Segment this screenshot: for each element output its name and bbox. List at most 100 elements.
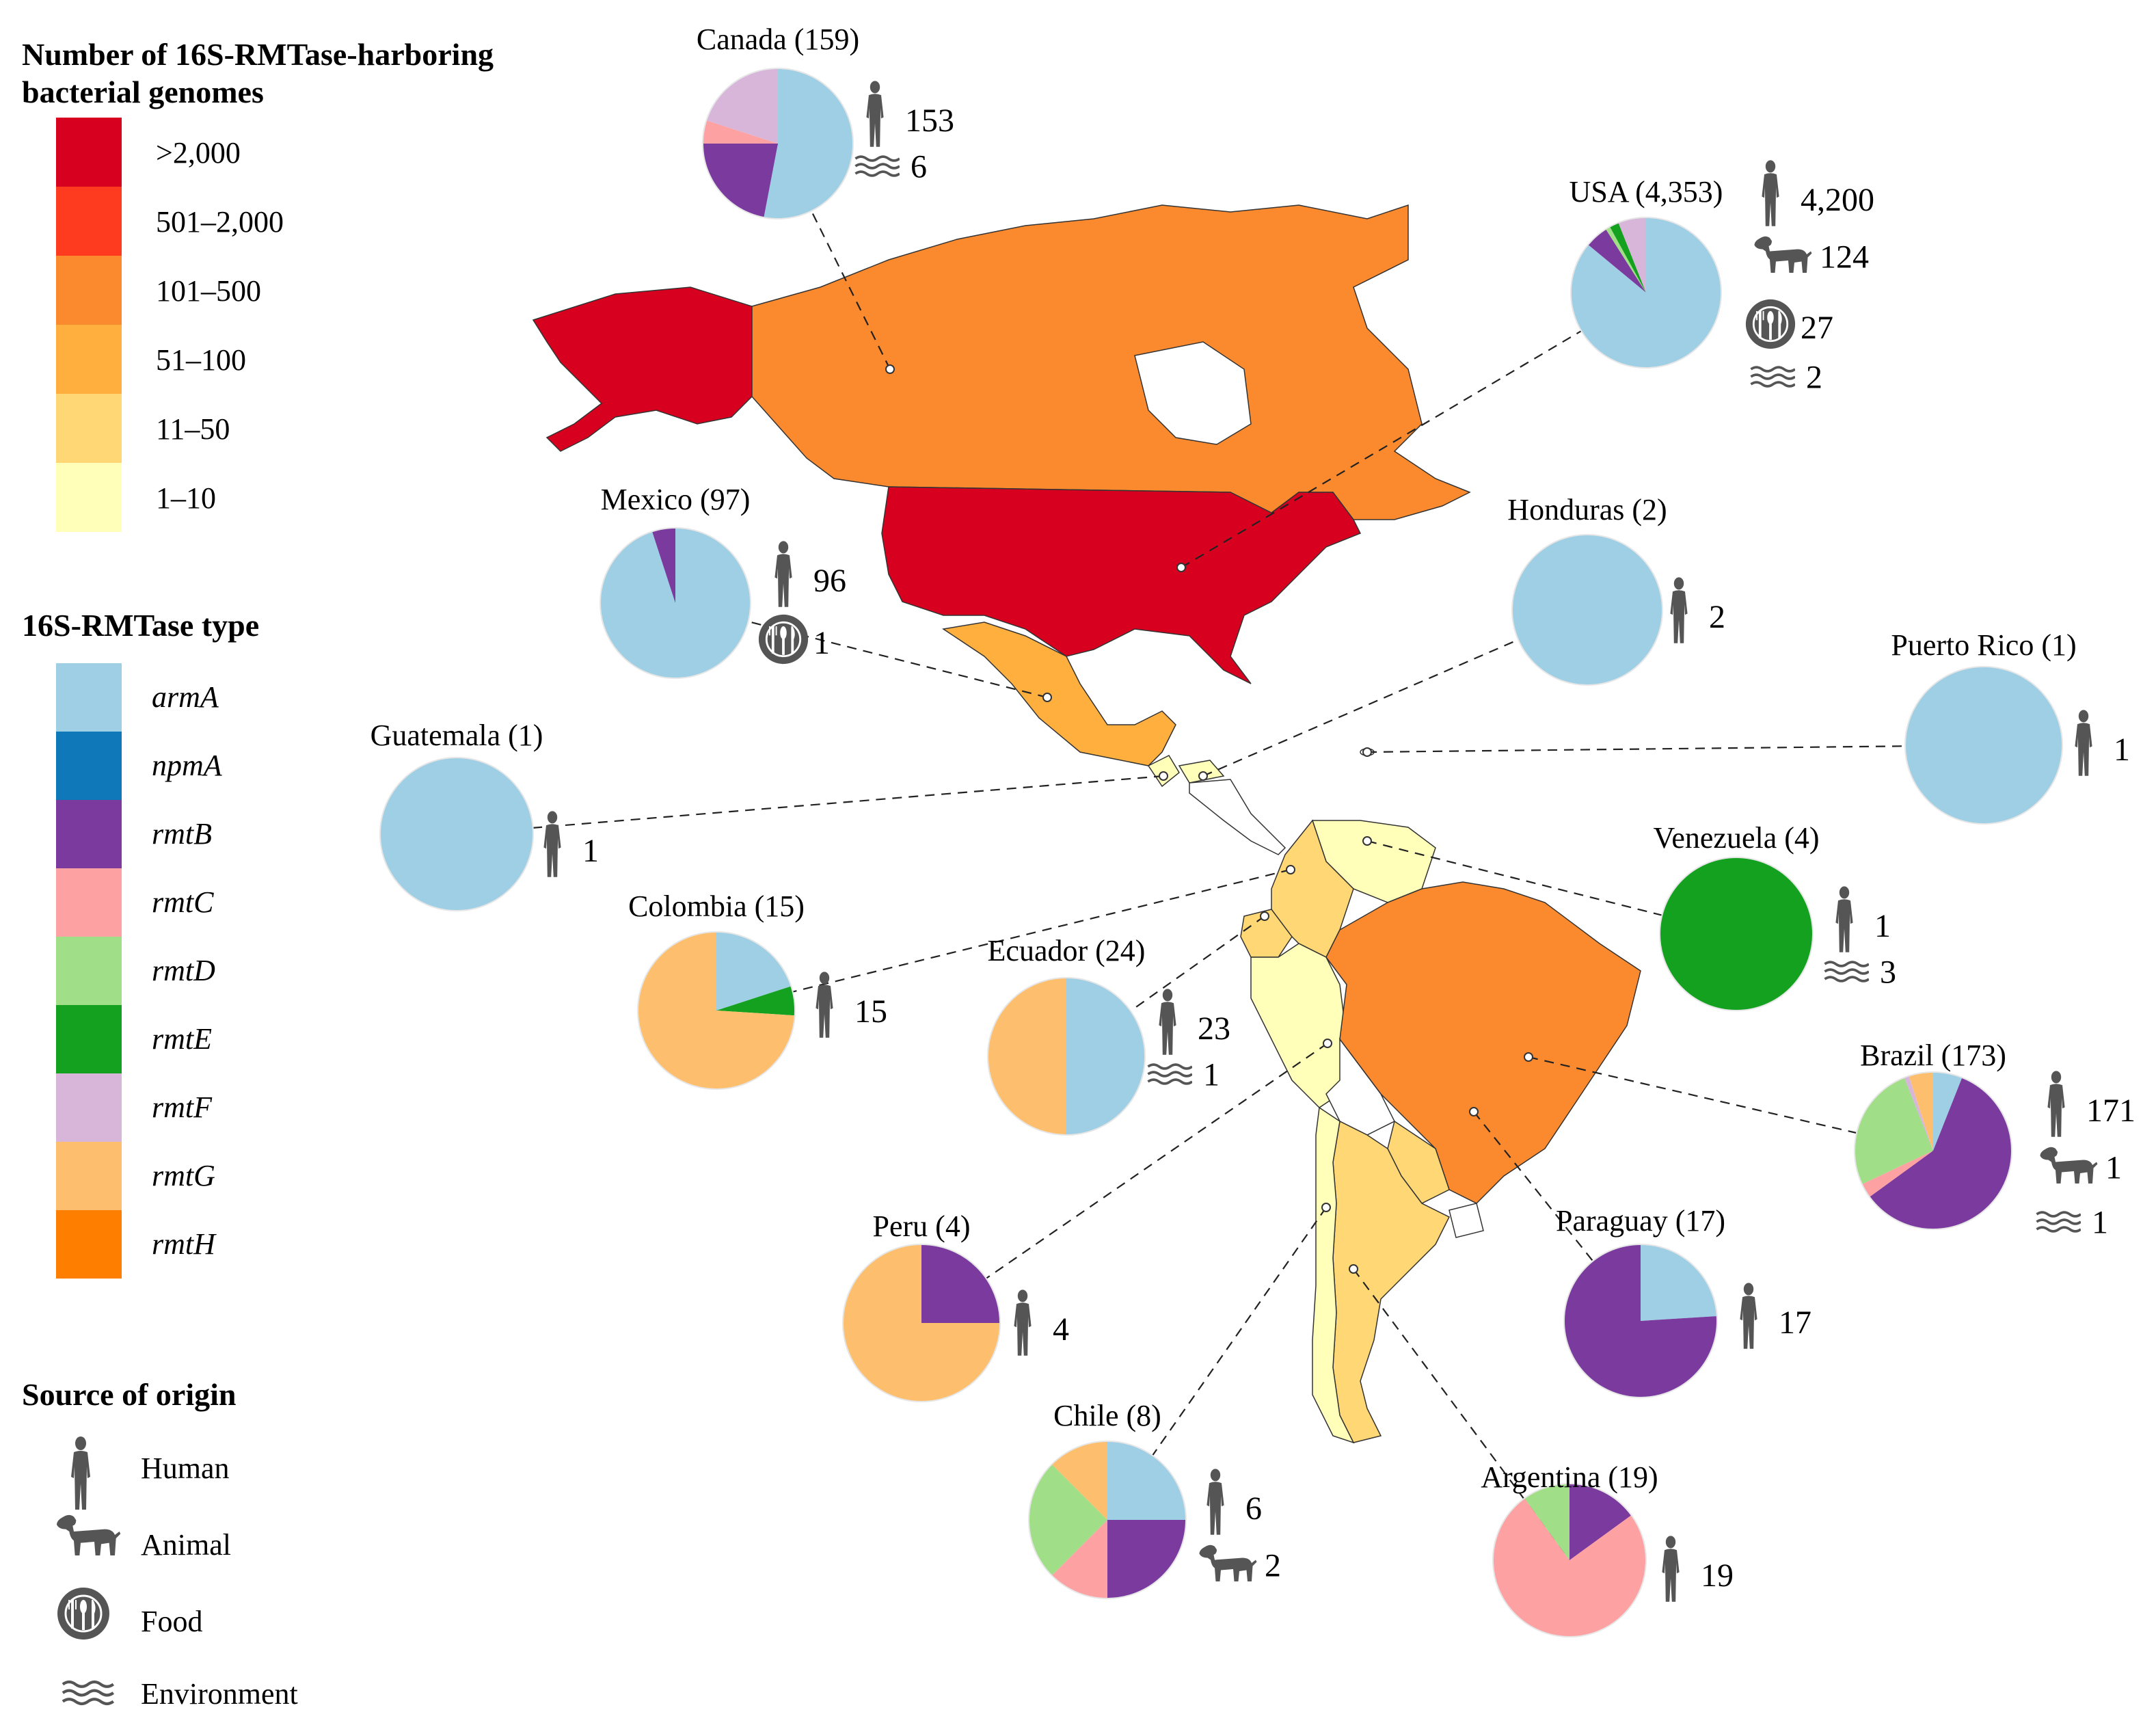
- source-count-animal: 2: [1265, 1548, 1281, 1584]
- dog-icon: [2040, 1147, 2098, 1184]
- type-swatch-npmA: [56, 732, 122, 800]
- pie-slice-rmtC: [1861, 1151, 1933, 1197]
- connector-guatemala: [456, 775, 1164, 835]
- food-icon: [757, 613, 809, 665]
- map-point-guatemala: [1159, 771, 1168, 781]
- map-peru: [1250, 943, 1347, 1108]
- human-icon: [2047, 1071, 2065, 1137]
- source-count-human: 17: [1779, 1305, 1811, 1341]
- country-label-chile: Chile (8): [1053, 1399, 1161, 1432]
- country-group-usa: USA (4,353) 4,200 124 27 2: [1569, 160, 1874, 396]
- source-count-food: 27: [1801, 310, 1833, 346]
- map-point-colombia: [1286, 865, 1295, 874]
- source-count-animal: 124: [1820, 239, 1869, 276]
- pie-slice-armA: [1107, 1441, 1186, 1520]
- dog-icon: [1199, 1545, 1257, 1581]
- connector-peru: [921, 1043, 1328, 1324]
- pie-outline: [599, 527, 751, 679]
- map-chile: [1312, 1106, 1355, 1444]
- source-label-environment: Environment: [141, 1677, 298, 1711]
- source-count-human: 2: [1709, 599, 1725, 635]
- count-bin-label: 501–2,000: [156, 205, 284, 239]
- count-legend-title-line2: bacterial genomes: [22, 75, 264, 109]
- pie-outline: [1511, 534, 1663, 686]
- source-count-human: 19: [1701, 1557, 1734, 1594]
- pie-slice-rmtD: [1606, 226, 1646, 293]
- pie-slice-rmtG: [1051, 1441, 1107, 1520]
- map-canada: [751, 204, 1471, 520]
- human-icon: [816, 972, 833, 1038]
- dog-icon: [57, 1514, 121, 1555]
- pie-outline: [379, 757, 534, 911]
- pie-outline: [1028, 1441, 1187, 1599]
- map-point-chile: [1321, 1203, 1331, 1212]
- map-point-mexico: [1042, 693, 1052, 702]
- type-legend-title: 16S-RMTase type: [22, 608, 259, 643]
- country-group-ecuador: Ecuador (24) 23 1: [987, 934, 1230, 1136]
- source-count-food: 1: [813, 625, 830, 661]
- type-swatch-rmtG: [56, 1142, 122, 1210]
- pie-slice-rmtE: [1660, 857, 1813, 1011]
- pie-slice-armA: [1641, 1244, 1717, 1321]
- legend: Number of 16S-RMTase-harboring bacterial…: [22, 37, 494, 1711]
- map-central-america: [1189, 779, 1286, 855]
- count-bin-label: 101–500: [156, 274, 261, 308]
- pie-slice-rmtC: [1493, 1498, 1646, 1637]
- map-uruguay: [1448, 1203, 1484, 1238]
- country-label-peru: Peru (4): [873, 1209, 971, 1243]
- map-point-ecuador: [1260, 911, 1269, 921]
- pie-slice-rmtB: [1107, 1520, 1186, 1599]
- pie-slice-armA: [764, 68, 853, 219]
- source-count-human: 23: [1198, 1011, 1230, 1047]
- pie-slice-rmtB: [921, 1244, 1000, 1323]
- map-point-canada: [885, 364, 895, 374]
- country-group-argentina: Argentina (19) 19: [1481, 1460, 1734, 1637]
- pie-slice-armA: [1933, 1072, 1963, 1151]
- human-icon: [1014, 1289, 1032, 1356]
- type-legend-items: armA npmA rmtB rmtC rmtD rmtE rmtF rmtG rmtH: [56, 663, 223, 1279]
- type-swatch-rmtF: [56, 1073, 122, 1142]
- source-count-environment: 6: [911, 149, 927, 185]
- human-icon: [1762, 160, 1779, 226]
- pie-slice-rmtB: [1588, 229, 1646, 293]
- water-waves-icon: [2036, 1211, 2081, 1233]
- human-icon: [1740, 1283, 1757, 1349]
- pie-outline: [1563, 1244, 1718, 1398]
- pie-outline: [1570, 217, 1722, 369]
- country-label-argentina: Argentina (19): [1481, 1460, 1658, 1494]
- pie-slice-rmtB: [652, 528, 675, 603]
- map-hudson-bay: [1134, 341, 1252, 445]
- country-group-venezuela: Venezuela (4) 1 3: [1653, 821, 1896, 1011]
- pie-slice-rmtG: [843, 1244, 1000, 1402]
- pie-slice-rmtE: [716, 986, 795, 1016]
- source-count-human: 153: [905, 103, 954, 139]
- type-swatch-rmtE: [56, 1005, 122, 1073]
- pie-slice-rmtG: [988, 978, 1066, 1135]
- map-point-venezuela: [1362, 836, 1372, 846]
- pie-slice-rmtG: [1909, 1072, 1933, 1151]
- count-bin-swatch: [56, 325, 122, 394]
- country-group-puerto-rico: Puerto Rico (1) 1: [1891, 628, 2130, 825]
- source-label-animal: Animal: [141, 1528, 231, 1562]
- source-count-animal: 1: [2105, 1150, 2122, 1186]
- map-usa: [881, 486, 1362, 684]
- pie-outline: [637, 931, 796, 1090]
- country-label-paraguay: Paraguay (17): [1556, 1204, 1725, 1238]
- source-count-environment: 1: [2092, 1205, 2108, 1241]
- pie-slice-rmtC: [1051, 1520, 1107, 1599]
- country-group-canada: Canada (159) 153 6: [697, 23, 954, 219]
- map-mexico: [942, 621, 1176, 766]
- pie-slice-armA: [1066, 978, 1145, 1135]
- map-point-puerto-rico: [1362, 747, 1372, 757]
- connector-paraguay: [1473, 1111, 1641, 1322]
- water-waves-icon: [63, 1682, 113, 1704]
- source-legend-title: Source of origin: [22, 1377, 236, 1412]
- type-swatch-rmtH: [56, 1210, 122, 1279]
- americas-map: [532, 204, 1641, 1444]
- type-label-rmtD: rmtD: [152, 954, 215, 987]
- map-point-peru: [1323, 1039, 1332, 1048]
- count-bin-label: >2,000: [156, 136, 241, 170]
- map-point-brazil: [1524, 1052, 1533, 1062]
- source-label-human: Human: [141, 1452, 230, 1485]
- pie-outline: [987, 977, 1146, 1136]
